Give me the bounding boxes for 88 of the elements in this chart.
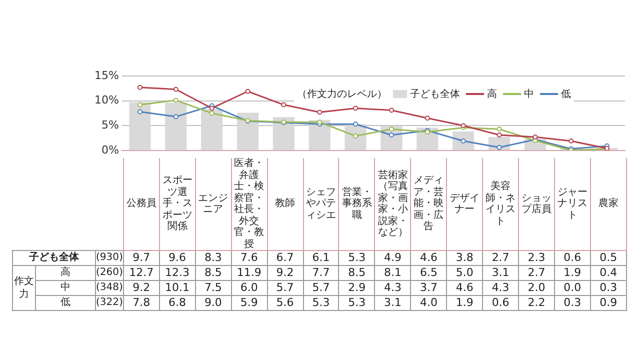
data-label: 6.1 (303, 250, 339, 266)
data-label: 5.6 (267, 296, 303, 310)
y-tick-label: 0% (102, 143, 119, 156)
data-label: 0.6 (482, 296, 519, 310)
legend-label: 子ども全体 (410, 88, 460, 101)
data-label: 5.7 (267, 280, 303, 296)
data-label: 5.0 (446, 266, 483, 280)
x-tick-label: 教師 (267, 158, 303, 250)
data-label: 10.1 (159, 280, 196, 296)
y-tick-label: 15% (94, 68, 119, 82)
data-label: 4.6 (410, 250, 447, 266)
data-label: 9.2 (267, 266, 303, 280)
x-tick-label: エンジニア (195, 158, 232, 250)
data-label: 12.3 (159, 266, 196, 280)
x-tick-label: デザイナー (446, 158, 483, 250)
data-label: 8.1 (374, 266, 411, 280)
x-tick-label: 美容師・ネイリスト (482, 158, 519, 250)
text: (348) (96, 280, 124, 296)
data-label: 9.6 (159, 250, 196, 266)
data-label: 4.6 (446, 280, 483, 296)
text: 低 (60, 297, 70, 308)
data-label: 4.9 (374, 250, 411, 266)
x-tick-label: 営業・事務系職 (338, 158, 375, 250)
data-label: 3.1 (374, 296, 411, 310)
text: 作文力 (12, 266, 36, 310)
y-tick-label: 5% (102, 118, 119, 132)
data-label: 11.9 (231, 266, 268, 280)
data-label: 8.5 (195, 266, 232, 280)
data-label: 4.3 (374, 280, 411, 296)
data-label: 9.0 (195, 296, 232, 310)
data-label: 2.9 (338, 280, 375, 296)
data-label: 7.6 (231, 250, 268, 266)
text: 子ども全体 (29, 252, 79, 264)
data-label: 3.8 (446, 250, 483, 266)
data-label: 7.5 (195, 280, 232, 296)
text: 高 (60, 267, 70, 278)
data-label: 0.3 (590, 280, 626, 296)
x-tick-label: メディア・芸能・映画・広告 (410, 158, 447, 250)
x-tick-label: ショップ店員 (518, 158, 554, 250)
text: 中 (60, 282, 70, 294)
text: (322) (96, 296, 124, 310)
data-label: 0.6 (554, 250, 590, 266)
data-label: 4.0 (410, 296, 447, 310)
text: (930) (96, 250, 124, 266)
x-tick-label: 公務員 (123, 158, 160, 250)
data-label: 5.3 (303, 296, 339, 310)
data-label: 6.0 (231, 280, 268, 296)
data-label: 6.5 (410, 266, 447, 280)
legend-label: 高 (487, 88, 497, 101)
x-tick-label: スポーツ選手・スポーツ関係 (159, 158, 196, 250)
data-label: 1.9 (446, 296, 483, 310)
data-label: 9.7 (123, 250, 160, 266)
x-tick-label: 農家 (590, 158, 626, 250)
data-label: 0.3 (554, 296, 590, 310)
data-label: 2.0 (518, 280, 554, 296)
data-label: 5.9 (231, 296, 268, 310)
data-label: 2.7 (482, 250, 519, 266)
data-label: 3.1 (482, 266, 519, 280)
x-tick-label: 芸術家（写真家・画家・小説家・など） (374, 158, 411, 250)
data-label: 5.3 (338, 250, 375, 266)
data-label: 5.7 (303, 280, 339, 296)
data-label: 0.5 (590, 250, 626, 266)
data-label: 2.3 (518, 250, 554, 266)
data-label: 5.3 (338, 296, 375, 310)
legend-title: （作文力のレベル） (297, 88, 387, 101)
x-tick-label: ジャーナリスト (554, 158, 590, 250)
data-label: 2.7 (518, 266, 554, 280)
data-label: 12.7 (123, 266, 160, 280)
data-label: 0.4 (590, 266, 626, 280)
x-tick-label: 医者・弁護士・検察官・社長・外交官・教授 (231, 158, 268, 250)
data-label: 7.8 (123, 296, 160, 310)
legend-label: 低 (561, 88, 571, 101)
x-tick-label: シェフやパティシエ (303, 158, 339, 250)
data-label: 8.5 (338, 266, 375, 280)
data-label: 3.7 (410, 280, 447, 296)
data-label: 2.2 (518, 296, 554, 310)
data-label: 9.2 (123, 280, 160, 296)
data-label: 1.9 (554, 266, 590, 280)
data-label: 6.8 (159, 296, 196, 310)
data-label: 8.3 (195, 250, 232, 266)
data-label: 0.9 (590, 296, 626, 310)
data-label: 4.3 (482, 280, 519, 296)
legend-label: 中 (524, 88, 534, 101)
data-label: 0.0 (554, 280, 590, 296)
y-tick-label: 10% (94, 94, 119, 107)
data-label: 6.7 (267, 250, 303, 266)
text: (260) (96, 266, 124, 280)
data-label: 7.7 (303, 266, 339, 280)
